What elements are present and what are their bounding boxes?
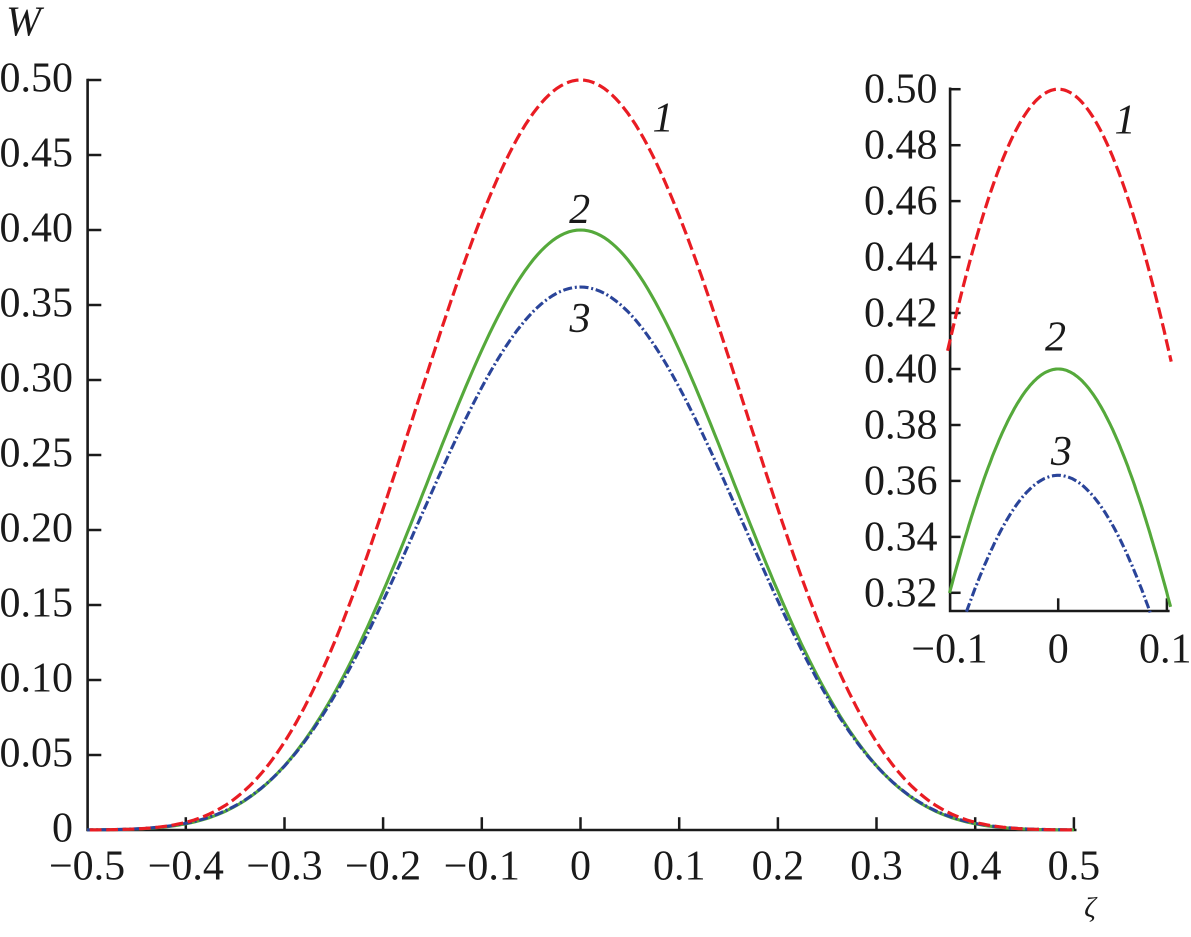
svg-text:−0.1: −0.1 [911,626,987,672]
svg-text:−0.2: −0.2 [345,844,421,890]
svg-text:0.34: 0.34 [864,514,938,560]
svg-text:0.40: 0.40 [864,347,938,393]
svg-text:0: 0 [52,806,73,852]
svg-text:2: 2 [1045,315,1066,361]
svg-text:0.15: 0.15 [0,581,73,627]
svg-text:0.44: 0.44 [864,235,938,281]
svg-text:1: 1 [1115,98,1136,144]
svg-text:0.32: 0.32 [864,570,938,616]
svg-text:0.05: 0.05 [0,731,73,777]
svg-text:0.36: 0.36 [864,458,938,504]
svg-text:ζ: ζ [1084,892,1098,924]
svg-text:−0.4: −0.4 [148,844,224,890]
svg-text:0.50: 0.50 [0,56,73,102]
svg-text:0.1: 0.1 [653,844,706,890]
svg-text:−0.1: −0.1 [444,844,520,890]
svg-text:0.45: 0.45 [0,131,73,177]
svg-text:0.3: 0.3 [850,844,903,890]
svg-text:1: 1 [653,96,674,142]
svg-text:0.46: 0.46 [864,179,938,225]
svg-text:−0.5: −0.5 [49,844,125,890]
svg-text:W: W [6,0,45,46]
svg-text:0.20: 0.20 [0,506,73,552]
svg-text:0: 0 [1048,626,1069,672]
svg-text:0.40: 0.40 [0,206,73,252]
svg-text:0.1: 0.1 [1139,626,1191,672]
svg-text:0.25: 0.25 [0,431,73,477]
svg-text:2: 2 [569,187,590,233]
svg-text:3: 3 [1050,429,1072,475]
svg-text:0.48: 0.48 [864,123,938,169]
svg-text:−0.3: −0.3 [246,844,322,890]
svg-text:0.5: 0.5 [1048,844,1101,890]
svg-text:0.42: 0.42 [864,291,938,337]
svg-text:0.38: 0.38 [864,403,938,449]
svg-text:0.30: 0.30 [0,356,73,402]
svg-text:0.2: 0.2 [752,844,805,890]
svg-text:0.10: 0.10 [0,656,73,702]
svg-text:3: 3 [569,296,591,342]
svg-text:0.50: 0.50 [864,67,938,113]
svg-text:0: 0 [570,844,591,890]
svg-text:0.4: 0.4 [949,844,1002,890]
svg-text:0.35: 0.35 [0,281,73,327]
